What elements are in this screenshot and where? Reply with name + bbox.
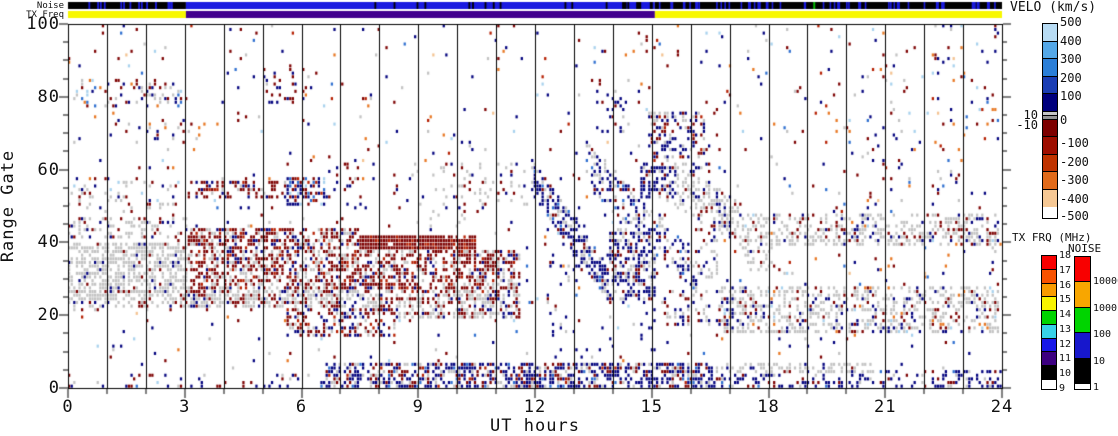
txfrq-colorbar [1041, 255, 1057, 390]
txfrq-tick-label: 12 [1059, 338, 1072, 350]
velo-colorbar-segment [1043, 137, 1057, 155]
x-tick-label: 6 [295, 397, 308, 417]
noise-tick-label: 10 [1093, 355, 1106, 367]
velo-tick-label: -400 [1060, 191, 1089, 206]
velo-tick-label: -300 [1060, 173, 1089, 187]
velo-tick-label: -200 [1060, 154, 1089, 169]
noise-colorbar-title: NOISE [1068, 242, 1102, 255]
x-axis-title: UT hours [490, 416, 580, 436]
noise-tick-label: 10000 [1093, 276, 1118, 288]
txfrq-tick-label: 18 [1059, 250, 1072, 261]
x-tick-label: 15 [640, 397, 663, 417]
txfrq-colorbar-segment [1042, 256, 1056, 270]
txfrq-colorbar-segment [1042, 338, 1056, 353]
velo-threshold-label: 10 [1023, 107, 1038, 122]
noise-colorbar-segment [1075, 333, 1090, 359]
velo-colorbar-segment [1043, 94, 1057, 112]
txfrq-colorbar-title: TX FRQ (MHz) [1012, 231, 1092, 244]
txfrq-tick-label: 14 [1059, 309, 1072, 321]
txfrq-colorbar-segment [1042, 324, 1056, 339]
noise-colorbar [1074, 256, 1091, 390]
x-tick-label: 21 [874, 397, 897, 417]
txfrq-colorbar-segment [1042, 297, 1056, 312]
x-tick-label: 24 [990, 397, 1014, 417]
velo-tick-label: 500 [1060, 15, 1082, 29]
velo-colorbar-segment [1043, 115, 1057, 120]
noise-colorbar-segment [1075, 257, 1090, 283]
noise-colorbar-segment [1075, 282, 1090, 308]
x-tick-label: 18 [757, 397, 780, 417]
velo-colorbar-segment [1043, 41, 1057, 59]
velo-colorbar-segment [1043, 189, 1057, 207]
velo-tick-label: 300 [1060, 52, 1082, 66]
noise-tick-label: 1 [1093, 382, 1100, 393]
y-tick-label: 60 [37, 159, 60, 180]
y-tick-label: 40 [37, 232, 60, 253]
velo-tick-label: 200 [1060, 70, 1082, 85]
velo-colorbar-segment [1043, 111, 1057, 116]
velo-colorbar-segment [1043, 119, 1057, 137]
noise-colorbar-segment [1075, 307, 1090, 334]
txfrq-tick-label: 17 [1059, 264, 1072, 276]
txfrq-colorbar-segment [1042, 269, 1056, 284]
y-tick-label: 20 [37, 305, 60, 326]
txfrq-tick-label: 15 [1059, 294, 1072, 306]
txfrq-colorbar-segment [1042, 366, 1056, 380]
txfrq-colorbar-segment [1042, 283, 1056, 298]
velo-colorbar-segment [1043, 24, 1057, 42]
noise-tick-label: 100 [1093, 329, 1112, 341]
noise-tick-label: 1000 [1093, 302, 1118, 314]
txfrq-tick-label: 13 [1059, 323, 1072, 335]
velo-tick-label: -500 [1060, 209, 1089, 223]
txfrq-colorbar-segment [1042, 311, 1056, 325]
txfrq-tick-label: 10 [1059, 368, 1072, 380]
txfrq-tick-label: 16 [1059, 279, 1072, 291]
y-tick-label: 80 [37, 86, 60, 107]
txfrq-tick-label: 11 [1059, 353, 1072, 365]
noise-colorbar-segment [1075, 358, 1090, 384]
x-tick-label: 3 [179, 397, 191, 417]
velo-tick-label: 0 [1060, 112, 1068, 127]
velo-threshold-label: -10 [1016, 117, 1038, 132]
velo-tick-label: -100 [1060, 136, 1089, 150]
velo-colorbar-title: VELO (km/s) [1010, 0, 1097, 15]
tx-freq-strip-label: TX Freq [26, 10, 64, 20]
velo-tick-label: 400 [1060, 33, 1082, 48]
y-tick-label: 100 [26, 14, 60, 34]
velo-colorbar-segment [1043, 172, 1057, 190]
x-tick-label: 0 [62, 397, 74, 417]
velo-colorbar-segment [1043, 76, 1057, 94]
txfrq-colorbar-segment [1042, 352, 1056, 367]
txfrq-tick-label: 9 [1059, 383, 1066, 394]
velo-colorbar-segment [1043, 59, 1057, 77]
velo-colorbar-segment [1043, 154, 1057, 172]
velo-tick-label: 100 [1060, 89, 1082, 103]
x-tick-label: 9 [412, 397, 424, 417]
x-tick-label: 12 [523, 397, 547, 417]
y-tick-label: 0 [48, 378, 60, 398]
noise-strip-label: Noise [36, 1, 64, 11]
velo-colorbar [1042, 23, 1058, 219]
